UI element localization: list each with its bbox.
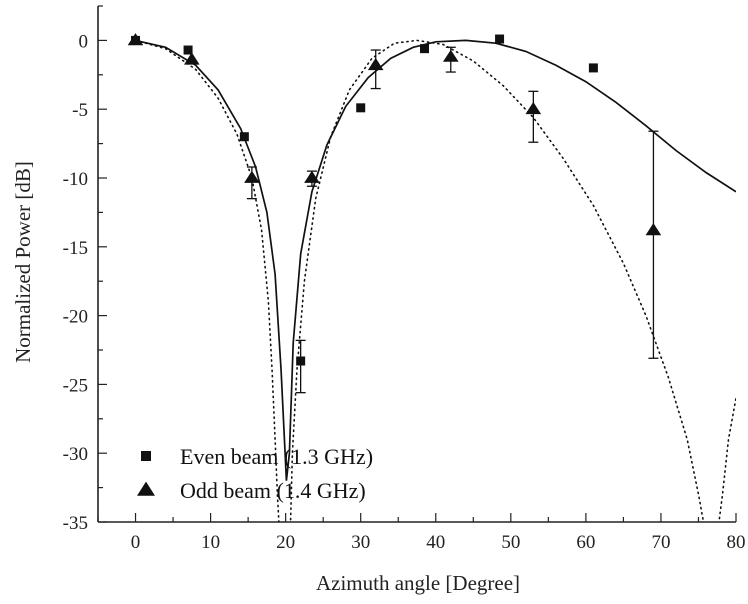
- x-tick-label: 70: [651, 532, 670, 553]
- square-marker: [296, 356, 306, 366]
- legend-label: Odd beam (1.4 GHz): [180, 478, 366, 503]
- square-marker: [183, 45, 193, 55]
- x-tick-label: 20: [276, 532, 295, 553]
- square-marker: [420, 44, 430, 54]
- square-marker: [495, 34, 505, 44]
- square-marker: [356, 103, 366, 113]
- x-tick-label: 40: [426, 532, 445, 553]
- triangle-marker: [304, 170, 320, 183]
- triangle-marker: [367, 57, 384, 71]
- y-tick-label: -25: [63, 375, 88, 396]
- y-tick-label: -20: [63, 307, 88, 328]
- triangle-marker: [184, 52, 200, 65]
- square-marker: [239, 132, 249, 142]
- triangle-marker: [244, 170, 260, 183]
- y-tick-label: 0: [79, 31, 89, 52]
- y-axis: 0 -5 -10 -15 -20 -25 -30 -35: [63, 5, 107, 534]
- plot-frame: [97, 6, 736, 523]
- triangle-marker: [525, 101, 542, 115]
- x-tick-label: 80: [727, 532, 746, 553]
- y-tick-label: -30: [63, 444, 88, 465]
- legend: Even beam (1.3 GHz) Odd beam (1.4 GHz): [137, 444, 373, 503]
- square-marker: [588, 63, 598, 73]
- triangle-marker: [127, 33, 144, 46]
- y-tick-label: -5: [72, 100, 88, 121]
- x-tick-label: 0: [131, 532, 141, 553]
- x-tick-label: 30: [351, 532, 370, 553]
- triangle-marker: [645, 223, 662, 236]
- solid-curve: [135, 39, 736, 481]
- square-marker: [141, 451, 151, 461]
- y-tick-label: -35: [63, 513, 88, 534]
- data-markers: [127, 33, 662, 366]
- x-tick-label: 10: [201, 532, 220, 553]
- y-axis-title: Normalized Power [dB]: [11, 161, 35, 363]
- triangle-marker: [443, 49, 459, 62]
- x-tick-label: 50: [501, 532, 520, 553]
- y-tick-label: -15: [63, 238, 88, 259]
- legend-label: Even beam (1.3 GHz): [180, 444, 373, 469]
- x-tick-label: 60: [576, 532, 595, 553]
- x-axis: 0 10 20 30 40 50 60 70 80: [97, 513, 746, 553]
- x-axis-title: Azimuth angle [Degree]: [316, 571, 520, 595]
- y-tick-label: -10: [63, 169, 88, 190]
- dotted-curve: [134, 39, 736, 522]
- error-bars: [246, 46, 659, 394]
- triangle-marker: [137, 481, 155, 496]
